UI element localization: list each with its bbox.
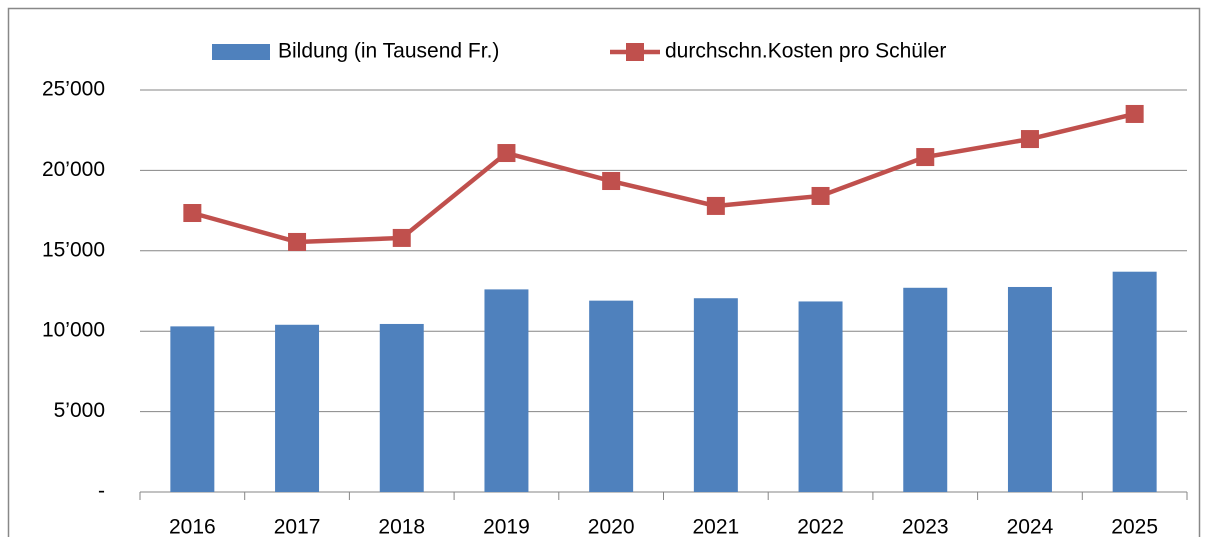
marker [602,172,621,191]
x-tick-label: 2021 [692,516,739,537]
bar [903,287,948,492]
marker [288,232,307,251]
marker [497,144,516,163]
y-tick-label: 10’000 [42,319,105,342]
bar [798,301,843,492]
marker [1020,130,1039,149]
bar [1112,271,1157,492]
y-tick-label: 20’000 [42,158,105,181]
bar [589,300,634,492]
x-tick-label: 2020 [588,516,635,537]
bar [1007,286,1052,492]
x-tick-label: 2024 [1007,516,1054,537]
y-tick-label: - [98,480,105,503]
bar [275,324,320,492]
x-tick-label: 2018 [378,516,425,537]
marker [392,228,411,247]
x-tick-label: 2017 [274,516,321,537]
x-tick-label: 2022 [797,516,844,537]
y-tick-label: 25’000 [42,78,105,101]
marker [183,204,202,223]
x-tick-label: 2023 [902,516,949,537]
bar [170,326,215,492]
marker [706,196,725,215]
y-tick-label: 5’000 [54,399,105,422]
x-tick-label: 2019 [483,516,530,537]
legend-swatch [626,43,644,61]
bar [379,323,424,492]
x-tick-label: 2025 [1111,516,1158,537]
marker [1125,104,1144,123]
legend-label: Bildung (in Tausend Fr.) [278,40,499,63]
bar [693,298,738,492]
legend-label: durchschn.Kosten pro Schüler [665,40,946,63]
x-tick-label: 2016 [169,516,216,537]
line [191,111,1136,245]
marker [811,186,830,205]
legend-swatch [212,44,270,60]
bar [484,289,529,492]
marker [916,148,935,167]
y-tick-label: 15’000 [42,238,105,261]
